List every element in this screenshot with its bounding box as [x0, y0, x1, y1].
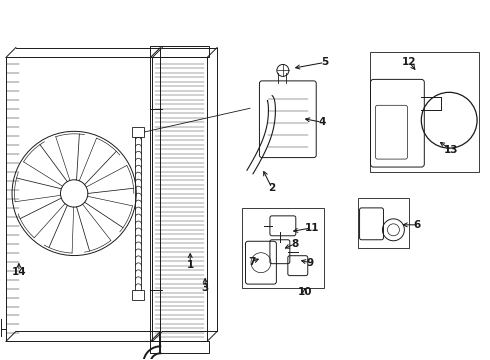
- Bar: [6, 58, 150, 341]
- Text: 13: 13: [444, 145, 459, 155]
- Text: 10: 10: [297, 287, 312, 297]
- Bar: [358, 198, 409, 248]
- Bar: [132, 290, 145, 300]
- Text: 3: 3: [201, 283, 209, 293]
- Text: 9: 9: [306, 258, 313, 268]
- Text: 8: 8: [291, 239, 298, 249]
- Bar: [152, 58, 207, 341]
- Text: 5: 5: [321, 58, 328, 67]
- Text: 7: 7: [248, 257, 256, 267]
- Bar: [132, 127, 145, 137]
- Bar: [150, 45, 209, 58]
- Text: 4: 4: [318, 117, 325, 127]
- Text: 12: 12: [402, 58, 416, 67]
- Text: 11: 11: [304, 223, 319, 233]
- Bar: [242, 208, 324, 288]
- Bar: [369, 53, 479, 172]
- Text: 2: 2: [268, 183, 275, 193]
- Bar: [150, 341, 209, 353]
- Text: 14: 14: [12, 267, 26, 276]
- Text: 1: 1: [187, 260, 194, 270]
- Text: 6: 6: [414, 220, 421, 230]
